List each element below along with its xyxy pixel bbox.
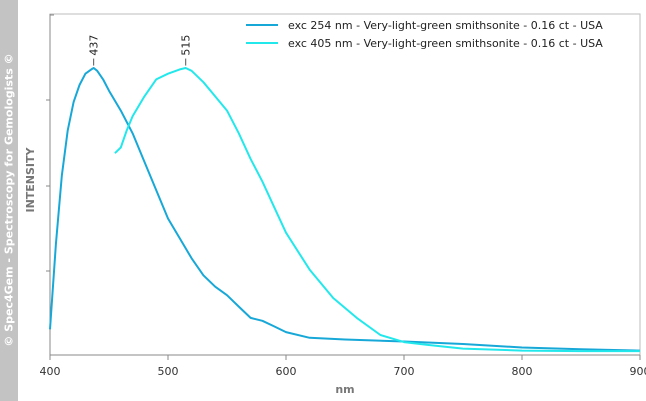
legend: exc 254 nm - Very-light-green smithsonit… — [246, 19, 603, 50]
x-tick-label: 600 — [276, 365, 297, 378]
axis-ticks: 400 500 600 700 800 900 — [40, 14, 646, 378]
peak-label: 515 — [180, 35, 193, 56]
peak-label: 437 — [88, 35, 101, 56]
x-tick-label: 700 — [394, 365, 415, 378]
plot-border — [49, 13, 641, 356]
x-tick-label: 900 — [630, 365, 646, 378]
peak-labels: 437 515 — [88, 35, 193, 66]
x-tick-label: 800 — [512, 365, 533, 378]
legend-entry: exc 254 nm - Very-light-green smithsonit… — [288, 19, 603, 32]
series-layer — [49, 67, 641, 353]
series-line-2 — [114, 67, 640, 353]
y-axis-title: INTENSITY — [24, 146, 37, 212]
x-tick-label: 400 — [40, 365, 61, 378]
watermark-strip: © Spec4Gem - Spectroscopy for Gemologist… — [0, 0, 18, 401]
x-tick-label: 500 — [158, 365, 179, 378]
legend-entry: exc 405 nm - Very-light-green smithsonit… — [288, 37, 603, 50]
plot-frame — [49, 13, 641, 356]
x-axis-title: nm — [335, 383, 354, 396]
series-line-1 — [49, 67, 641, 352]
